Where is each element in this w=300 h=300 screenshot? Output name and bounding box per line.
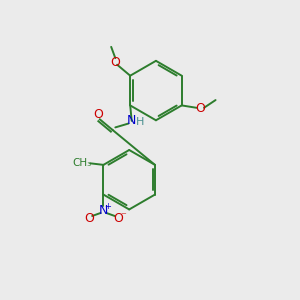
Text: O: O [94, 108, 103, 121]
Text: O: O [113, 212, 123, 226]
Text: H: H [136, 117, 144, 127]
Text: N: N [127, 114, 136, 128]
Text: ⁻: ⁻ [121, 212, 127, 222]
Text: O: O [84, 212, 94, 226]
Text: N: N [99, 203, 108, 217]
Text: O: O [195, 102, 205, 115]
Text: CH₃: CH₃ [72, 158, 92, 168]
Text: O: O [110, 56, 120, 69]
Text: +: + [104, 202, 111, 211]
